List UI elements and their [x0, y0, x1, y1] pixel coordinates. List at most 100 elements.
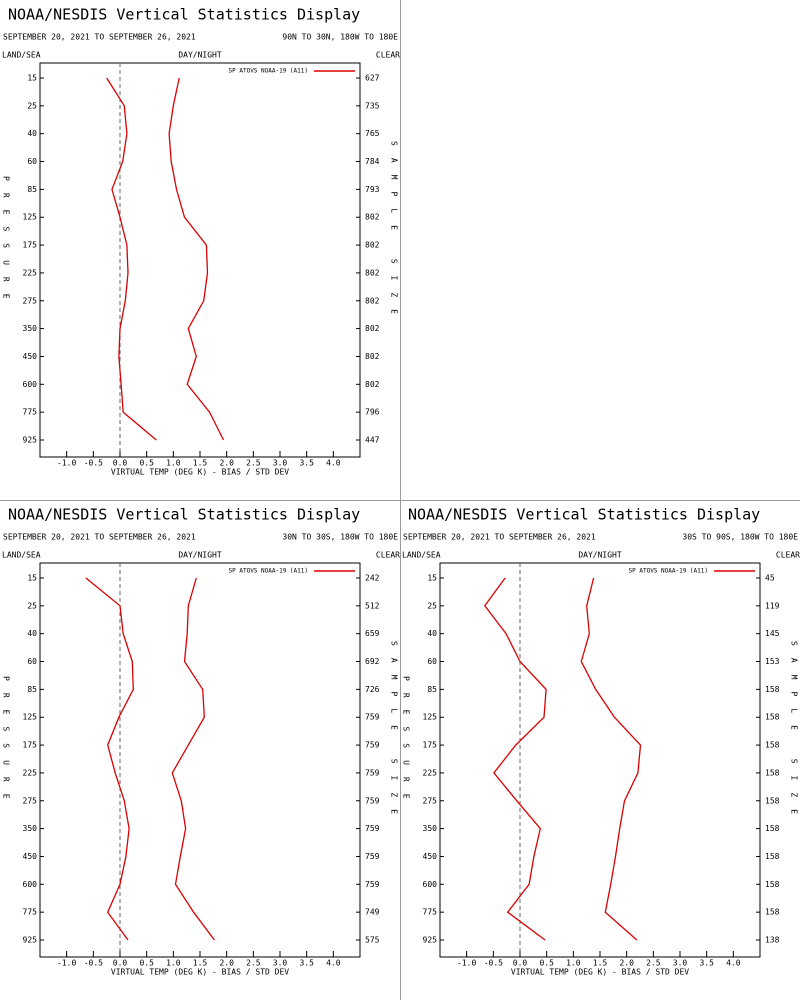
x-tick-label: 0.5 — [139, 459, 154, 468]
pressure-label: 350 — [23, 824, 38, 833]
land-sea: LAND/SEA — [402, 551, 441, 560]
sample-size: 45 — [765, 574, 775, 583]
sample-size: 158 — [765, 852, 780, 861]
sample-size: 447 — [365, 436, 380, 445]
pressure-label: 225 — [23, 768, 38, 777]
sample-size: 759 — [365, 741, 380, 750]
sample-size: 802 — [365, 268, 380, 277]
clear: CLEAR — [776, 551, 800, 560]
sample-size: 784 — [365, 157, 380, 166]
sample-size: 158 — [765, 908, 780, 917]
pressure-label: 925 — [23, 436, 38, 445]
pressure-label: 225 — [23, 268, 38, 277]
pressure-label: 15 — [27, 74, 37, 83]
pressure-label: 350 — [23, 324, 38, 333]
sample-size: 735 — [365, 101, 380, 110]
x-tick-label: -0.5 — [84, 459, 103, 468]
sample-size: 153 — [765, 657, 780, 666]
y2-axis-label: SAMPLE SIZE — [790, 641, 799, 826]
region: 90N TO 30N, 180W TO 180E — [282, 33, 398, 42]
x-tick-label: -1.0 — [457, 959, 476, 968]
y-axis-label: PRESSURE — [2, 676, 11, 811]
sample-size: 575 — [365, 936, 380, 945]
sample-size: 802 — [365, 213, 380, 222]
profile-line — [580, 577, 642, 941]
sample-size: 512 — [365, 601, 380, 610]
x-tick-label: -1.0 — [57, 459, 76, 468]
panel-title: NOAA/NESDIS Vertical Statistics Display — [408, 506, 760, 524]
sample-size: 659 — [365, 629, 380, 638]
region: 30N TO 30S, 180W TO 180E — [282, 533, 398, 542]
pressure-label: 275 — [23, 296, 38, 305]
profile-line — [483, 577, 547, 941]
day-night: DAY/NIGHT — [178, 51, 222, 60]
pressure-label: 600 — [423, 880, 438, 889]
x-tick-label: 4.0 — [326, 959, 341, 968]
pressure-label: 450 — [23, 852, 38, 861]
x-tick-label: 3.0 — [673, 959, 688, 968]
sample-size: 158 — [765, 880, 780, 889]
x-tick-label: 2.0 — [219, 959, 234, 968]
x-tick-label: 3.5 — [299, 959, 314, 968]
sample-size: 802 — [365, 296, 380, 305]
pressure-label: 85 — [427, 685, 437, 694]
pressure-label: 225 — [423, 768, 438, 777]
profile-line — [171, 577, 215, 941]
x-tick-label: 2.5 — [246, 959, 261, 968]
y2-axis-label: SAMPLE SIZE — [390, 641, 399, 826]
sample-size: 158 — [765, 824, 780, 833]
x-tick-label: 0.5 — [139, 959, 154, 968]
clear: CLEAR — [376, 551, 400, 560]
sample-size: 802 — [365, 352, 380, 361]
pressure-label: 85 — [27, 685, 37, 694]
sample-size: 793 — [365, 185, 380, 194]
x-tick-label: -1.0 — [57, 959, 76, 968]
pressure-label: 775 — [23, 908, 38, 917]
legend-label: SP ATOVS NOAA-19 (A11) — [229, 68, 308, 75]
x-tick-label: 3.0 — [273, 459, 288, 468]
pressure-label: 175 — [23, 241, 38, 250]
pressure-label: 450 — [423, 852, 438, 861]
x-tick-label: -0.5 — [84, 959, 103, 968]
legend-label: SP ATOVS NOAA-19 (A11) — [229, 568, 308, 575]
x-tick-label: 1.5 — [193, 459, 208, 468]
x-tick-label: 1.0 — [566, 959, 581, 968]
pressure-label: 775 — [423, 908, 438, 917]
sample-size: 759 — [365, 768, 380, 777]
profile-line — [106, 77, 157, 441]
x-tick-label: 1.0 — [166, 459, 181, 468]
pressure-label: 125 — [423, 713, 438, 722]
pressure-label: 275 — [23, 796, 38, 805]
sample-size: 749 — [365, 908, 380, 917]
pressure-label: 350 — [423, 824, 438, 833]
x-tick-label: 0.0 — [513, 959, 528, 968]
date-range: SEPTEMBER 20, 2021 TO SEPTEMBER 26, 2021 — [3, 33, 196, 42]
pressure-label: 275 — [423, 796, 438, 805]
pressure-label: 125 — [23, 713, 38, 722]
pressure-label: 125 — [23, 213, 38, 222]
sample-size: 765 — [365, 129, 380, 138]
sample-size: 119 — [765, 601, 780, 610]
x-tick-label: 3.5 — [299, 459, 314, 468]
date-range: SEPTEMBER 20, 2021 TO SEPTEMBER 26, 2021 — [403, 533, 596, 542]
pressure-label: 60 — [427, 657, 437, 666]
pressure-label: 600 — [23, 880, 38, 889]
pressure-label: 25 — [27, 101, 37, 110]
region: 30S TO 90S, 180W TO 180E — [682, 533, 798, 542]
sample-size: 759 — [365, 713, 380, 722]
sample-size: 796 — [365, 408, 380, 417]
panel: NOAA/NESDIS Vertical Statistics Display S… — [402, 506, 800, 977]
pressure-label: 40 — [27, 629, 37, 638]
pressure-label: 25 — [427, 601, 437, 610]
x-tick-label: -0.5 — [484, 959, 503, 968]
x-tick-label: 2.0 — [219, 459, 234, 468]
sample-size: 759 — [365, 852, 380, 861]
y-axis-label: PRESSURE — [2, 176, 11, 311]
pressure-label: 60 — [27, 657, 37, 666]
sample-size: 158 — [765, 796, 780, 805]
x-axis-label: VIRTUAL TEMP (DEG K) - BIAS / STD DEV — [511, 968, 689, 977]
sample-size: 158 — [765, 713, 780, 722]
profile-line — [85, 577, 134, 941]
x-tick-label: 2.5 — [646, 959, 661, 968]
